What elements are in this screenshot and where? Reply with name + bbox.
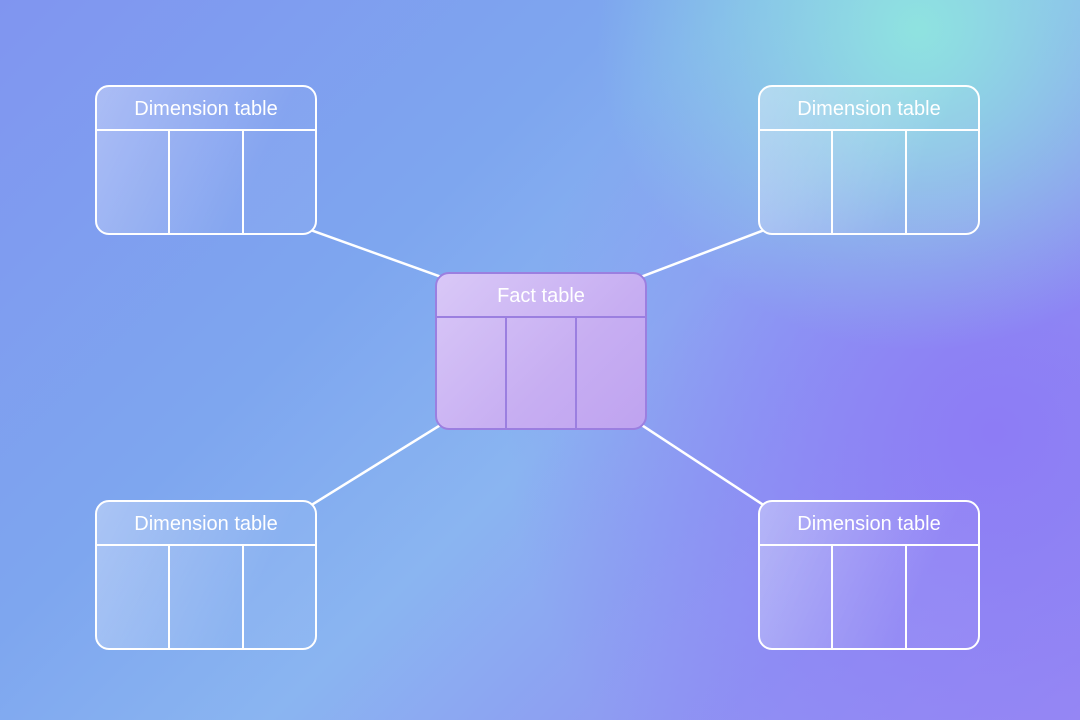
dimension-table-bottom-left: Dimension table bbox=[95, 500, 317, 650]
dimension-table-top-left: Dimension table bbox=[95, 85, 317, 235]
dimension-table-label: Dimension table bbox=[797, 513, 940, 535]
dimension-table-header: Dimension table bbox=[97, 502, 315, 546]
diagram-canvas: Fact table Dimension table Dimension tab… bbox=[0, 0, 1080, 720]
table-column bbox=[760, 546, 831, 648]
table-column bbox=[242, 131, 315, 233]
fact-table-header: Fact table bbox=[437, 274, 645, 318]
dimension-table-body bbox=[97, 131, 315, 233]
dimension-table-bottom-right: Dimension table bbox=[758, 500, 980, 650]
table-column bbox=[760, 131, 831, 233]
dimension-table-top-right: Dimension table bbox=[758, 85, 980, 235]
dimension-table-header: Dimension table bbox=[760, 502, 978, 546]
table-column bbox=[905, 546, 978, 648]
dimension-table-body bbox=[760, 131, 978, 233]
table-column bbox=[505, 318, 575, 428]
dimension-table-label: Dimension table bbox=[134, 98, 277, 120]
dimension-table-label: Dimension table bbox=[797, 98, 940, 120]
fact-table-node: Fact table bbox=[435, 272, 647, 430]
dimension-table-body bbox=[97, 546, 315, 648]
fact-table-label: Fact table bbox=[497, 285, 585, 307]
table-column bbox=[242, 546, 315, 648]
table-column bbox=[168, 546, 241, 648]
table-column bbox=[905, 131, 978, 233]
table-column bbox=[831, 546, 904, 648]
table-column bbox=[831, 131, 904, 233]
table-column bbox=[437, 318, 505, 428]
dimension-table-header: Dimension table bbox=[760, 87, 978, 131]
fact-table-body bbox=[437, 318, 645, 428]
table-column bbox=[97, 131, 168, 233]
table-column bbox=[97, 546, 168, 648]
table-column bbox=[168, 131, 241, 233]
dimension-table-header: Dimension table bbox=[97, 87, 315, 131]
dimension-table-label: Dimension table bbox=[134, 513, 277, 535]
dimension-table-body bbox=[760, 546, 978, 648]
table-column bbox=[575, 318, 645, 428]
